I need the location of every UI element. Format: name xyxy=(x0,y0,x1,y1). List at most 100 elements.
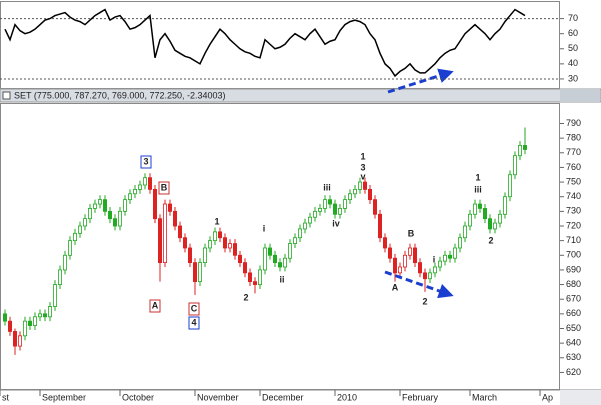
y-tick-label: 720 xyxy=(566,220,581,230)
candle-body xyxy=(177,225,182,239)
annotation-box xyxy=(188,316,200,330)
candle-body xyxy=(442,254,447,262)
y-tick-label: 790 xyxy=(566,118,581,128)
candle-body xyxy=(427,272,432,280)
candle-body xyxy=(12,331,17,347)
annotation-box xyxy=(140,155,152,169)
candle-body xyxy=(68,240,73,256)
y-tick-label: 60 xyxy=(568,28,578,38)
y-tick-label: 770 xyxy=(566,147,581,157)
candle-body xyxy=(297,228,302,239)
candle-body xyxy=(352,188,357,195)
candle-body xyxy=(33,316,38,326)
wave-label: 1 xyxy=(475,172,480,182)
candle-body xyxy=(182,237,187,249)
annotation-box xyxy=(188,302,200,316)
candle-body xyxy=(337,208,342,215)
wave-label: 2 xyxy=(422,296,427,306)
x-tick-label: February xyxy=(402,392,439,402)
y-tick-label: 760 xyxy=(566,162,581,172)
candle-body xyxy=(482,208,487,220)
candle-body xyxy=(98,199,103,205)
candle-body xyxy=(197,262,202,283)
y-tick-label: 680 xyxy=(566,279,581,289)
candle-body xyxy=(327,199,332,205)
x-tick-label: October xyxy=(122,392,154,402)
y-tick-label: 630 xyxy=(566,352,581,362)
wave-label: i xyxy=(263,223,266,233)
wave-label: 3 xyxy=(360,162,365,172)
arrow xyxy=(384,270,454,299)
chart-title: SET (775.000, 787.270, 769.000, 772.250,… xyxy=(14,90,226,100)
candle-body xyxy=(3,313,8,322)
wave-label: B xyxy=(408,228,415,238)
wave-label: A xyxy=(152,300,159,310)
header-bar xyxy=(0,88,601,103)
candle-body xyxy=(113,218,118,227)
candle-body xyxy=(252,281,257,285)
candle-body xyxy=(457,237,462,249)
candle-body xyxy=(402,254,407,268)
candle-body xyxy=(377,213,382,239)
candle-body xyxy=(192,262,197,283)
wave-label: v xyxy=(360,171,365,181)
annotation-box xyxy=(149,299,161,313)
candle-body xyxy=(487,218,492,230)
y-tick-label: 700 xyxy=(566,250,581,260)
candle-body xyxy=(38,313,43,318)
y-tick-label: 40 xyxy=(568,58,578,68)
candle-body xyxy=(437,260,442,268)
wave-label: iv xyxy=(332,218,340,228)
candle-body xyxy=(108,210,113,220)
wave-label: iii xyxy=(474,184,482,194)
wave-label: C xyxy=(191,303,198,313)
candle-body xyxy=(497,213,502,224)
header-buttons xyxy=(560,89,600,102)
candle-body xyxy=(347,193,352,201)
x-tick-label: December xyxy=(262,392,304,402)
candle-body xyxy=(88,208,93,220)
wave-label: 2 xyxy=(488,235,493,245)
candle-body xyxy=(53,284,58,307)
candle-body xyxy=(302,222,307,230)
y-tick-label: 750 xyxy=(566,176,581,186)
candle-body xyxy=(172,210,177,227)
candle-body xyxy=(78,225,83,234)
candle-body xyxy=(307,216,312,224)
candle-body xyxy=(357,181,362,190)
candle-body xyxy=(332,203,337,215)
candle-body xyxy=(63,254,68,271)
candle-body xyxy=(462,225,467,239)
y-tick-label: 780 xyxy=(566,133,581,143)
candle-body xyxy=(17,335,22,347)
candle-body xyxy=(277,262,282,268)
wave-label: iii xyxy=(323,182,331,192)
candle-body xyxy=(362,181,367,190)
candle-body xyxy=(282,257,287,268)
candle-body xyxy=(202,247,207,264)
y-tick-label: 740 xyxy=(566,191,581,201)
corner xyxy=(560,390,601,405)
candle-body xyxy=(292,237,297,244)
candle-body xyxy=(142,177,147,186)
candle-body xyxy=(43,313,48,318)
candle-body xyxy=(317,208,322,212)
x-tick-label: 2010 xyxy=(337,392,357,402)
y-tick-label: 620 xyxy=(566,367,581,377)
candle-body xyxy=(407,247,412,256)
candle-body xyxy=(477,203,482,209)
x-tick-label: Ap xyxy=(542,392,553,402)
candle-body xyxy=(7,320,12,332)
candle-body xyxy=(73,232,78,242)
candle-body xyxy=(422,272,427,280)
candle-body xyxy=(452,247,457,259)
candle-body xyxy=(447,254,452,259)
y-tick-label: 690 xyxy=(566,264,581,274)
candle-body xyxy=(237,254,242,264)
candle-body xyxy=(227,243,232,249)
wave-label: A xyxy=(392,282,399,292)
candle-body xyxy=(272,254,277,264)
x-tick-label: st xyxy=(2,392,10,402)
